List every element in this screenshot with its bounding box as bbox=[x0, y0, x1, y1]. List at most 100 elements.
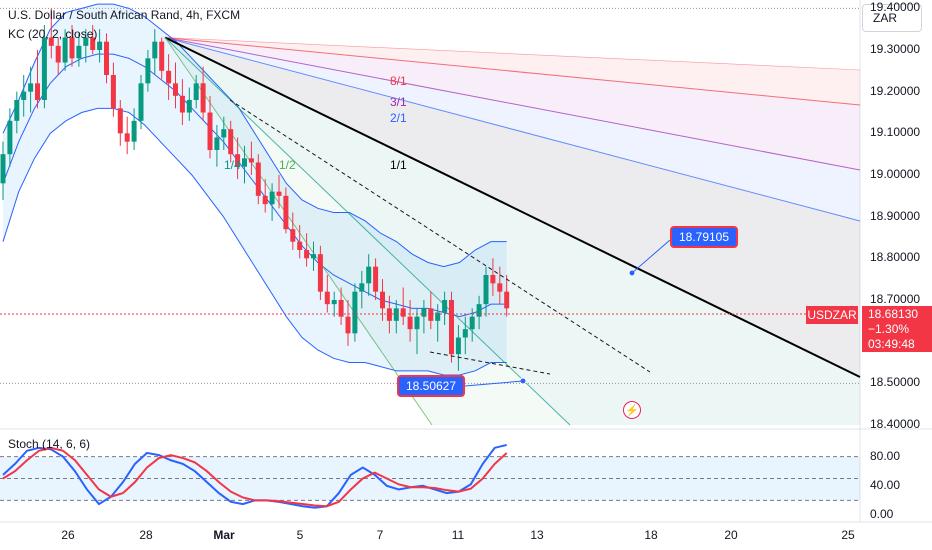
stoch-tick-label: 0.00 bbox=[870, 507, 894, 521]
candle-body bbox=[400, 308, 406, 317]
fan-fill bbox=[165, 37, 860, 425]
drawing-overlay bbox=[0, 99, 860, 387]
candle-body bbox=[421, 308, 427, 317]
candle-body bbox=[166, 70, 172, 84]
price-tick-label: 19.00000 bbox=[870, 167, 921, 181]
candle-body bbox=[83, 37, 89, 46]
candle-body bbox=[262, 195, 268, 205]
candle-body bbox=[124, 133, 130, 142]
candle-body bbox=[455, 337, 461, 355]
candle-body bbox=[469, 316, 475, 330]
candle-body bbox=[414, 316, 420, 330]
candle-body bbox=[173, 83, 178, 96]
price-tick-label: 18.50000 bbox=[870, 375, 921, 390]
candle-body bbox=[110, 75, 116, 109]
current-price-box: 18.68130 −1.30% 03:49:48 bbox=[862, 306, 932, 352]
candle-body bbox=[373, 266, 379, 292]
candle-body bbox=[228, 129, 234, 155]
price-tick-label: 19.10000 bbox=[870, 125, 921, 140]
candle-body bbox=[0, 154, 6, 184]
fan-line bbox=[164, 37, 861, 171]
price-tick-label: 18.90000 bbox=[870, 208, 921, 223]
time-tick-label: 7 bbox=[376, 528, 384, 542]
candle-body bbox=[304, 250, 310, 259]
candle-body bbox=[331, 300, 337, 305]
price-tick-label: 19.20000 bbox=[870, 83, 921, 98]
fan-line bbox=[164, 37, 861, 222]
chart-title: U.S. Dollar / South African Rand, 4h, FX… bbox=[8, 8, 241, 22]
time-tick-label: Mar bbox=[213, 528, 235, 542]
candle-body bbox=[97, 41, 103, 50]
candle-body bbox=[104, 41, 109, 75]
candle-body bbox=[504, 291, 510, 309]
stoch-tick-label: 80.00 bbox=[870, 448, 901, 463]
candle-body bbox=[152, 41, 158, 59]
price-tick-label: 18.80000 bbox=[870, 250, 921, 265]
time-tick-label: 5 bbox=[296, 528, 304, 542]
candle-body bbox=[48, 37, 54, 46]
keltner-channel bbox=[2, 3, 507, 376]
time-tick-label: 20 bbox=[724, 528, 738, 542]
stochastic-pane bbox=[0, 443, 860, 509]
callout-upper[interactable]: 18.79105 bbox=[670, 226, 738, 248]
time-tick-label: 28 bbox=[139, 528, 153, 542]
candle-body bbox=[290, 229, 296, 242]
candle-body bbox=[235, 154, 241, 167]
candle-body bbox=[159, 41, 165, 71]
fan-label: 8/1 bbox=[390, 74, 407, 88]
candle-body bbox=[407, 316, 413, 330]
candle-body bbox=[393, 308, 399, 321]
dashed-channel-lower bbox=[429, 351, 551, 375]
time-tick-label: 13 bbox=[530, 528, 544, 542]
candle-body bbox=[55, 45, 61, 63]
candle-body bbox=[186, 100, 192, 113]
candle-body bbox=[41, 37, 47, 100]
candle-body bbox=[255, 162, 261, 196]
candle-body bbox=[269, 191, 275, 205]
candle-body bbox=[359, 283, 365, 292]
candle-body bbox=[14, 100, 20, 121]
candle-body bbox=[207, 112, 213, 150]
time-tick-label: 25 bbox=[841, 528, 855, 542]
candle-body bbox=[366, 266, 372, 284]
callout-leader bbox=[631, 239, 671, 274]
kc-middle-line bbox=[2, 53, 507, 318]
candle-body bbox=[200, 83, 206, 113]
candle-body bbox=[497, 283, 503, 292]
candle-body bbox=[90, 37, 96, 50]
candle-body bbox=[352, 291, 358, 334]
candle-body bbox=[338, 300, 344, 317]
stoch-d-line bbox=[2, 446, 508, 508]
candle-body bbox=[476, 304, 482, 317]
candle-body bbox=[483, 275, 489, 305]
fan-label: 2/1 bbox=[390, 111, 407, 125]
kc-upper-line bbox=[2, 3, 507, 268]
candle-body bbox=[462, 329, 468, 338]
fan-line bbox=[164, 36, 861, 378]
lightning-icon[interactable]: ⚡ bbox=[623, 401, 641, 419]
current-price: 18.68130 bbox=[868, 307, 919, 321]
candle-body bbox=[490, 275, 496, 284]
candle-body bbox=[7, 120, 13, 155]
candle-body bbox=[311, 254, 316, 259]
candle-body bbox=[380, 291, 385, 309]
time-tick-label: 11 bbox=[451, 528, 465, 542]
candle-body bbox=[69, 37, 75, 59]
currency-button[interactable]: ZAR bbox=[862, 4, 922, 32]
stoch-tick-label: 40.00 bbox=[870, 477, 901, 492]
candlestick-series bbox=[0, 8, 510, 371]
candle-body bbox=[442, 300, 448, 313]
candle-body bbox=[297, 241, 303, 250]
candle-body bbox=[283, 195, 289, 230]
callout-lower[interactable]: 18.50627 bbox=[397, 375, 465, 397]
indicator-label: KC (20, 2, close) bbox=[8, 27, 98, 41]
price-tick-label: 18.40000 bbox=[870, 417, 921, 431]
candle-body bbox=[179, 95, 185, 113]
candle-body bbox=[428, 308, 434, 321]
candle-body bbox=[28, 83, 34, 92]
bar-countdown: 03:49:48 bbox=[868, 337, 915, 351]
fan-line bbox=[164, 37, 861, 71]
stoch-label: Stoch (14, 6, 6) bbox=[8, 437, 91, 451]
dashed-channel-upper bbox=[229, 99, 651, 373]
fan-label: 1/4 bbox=[224, 158, 241, 172]
